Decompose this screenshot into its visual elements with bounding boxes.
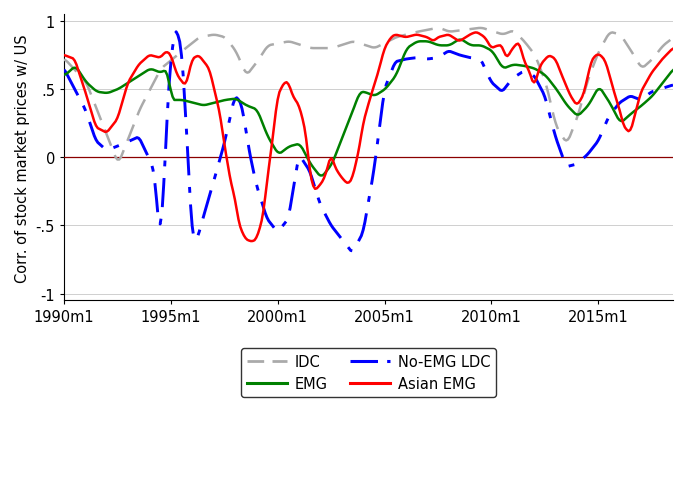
Legend: IDC, EMG, No-EMG LDC, Asian EMG: IDC, EMG, No-EMG LDC, Asian EMG bbox=[241, 348, 496, 397]
No-EMG LDC bbox=[172, 30, 180, 36]
IDC bbox=[478, 26, 486, 32]
No-EMG LDC bbox=[519, 70, 528, 76]
Asian EMG bbox=[585, 68, 594, 74]
IDC bbox=[147, 85, 155, 91]
Asian EMG bbox=[669, 47, 677, 53]
IDC bbox=[585, 74, 594, 80]
Line: EMG: EMG bbox=[64, 41, 673, 176]
EMG bbox=[455, 38, 464, 43]
Line: IDC: IDC bbox=[64, 29, 673, 160]
Line: Asian EMG: Asian EMG bbox=[64, 33, 673, 242]
IDC bbox=[669, 36, 677, 42]
IDC bbox=[235, 55, 243, 61]
No-EMG LDC bbox=[478, 61, 486, 67]
IDC bbox=[519, 39, 528, 44]
EMG bbox=[478, 44, 486, 50]
EMG bbox=[206, 102, 214, 107]
No-EMG LDC bbox=[585, 150, 594, 156]
IDC bbox=[114, 157, 122, 163]
EMG bbox=[316, 173, 325, 179]
No-EMG LDC bbox=[669, 83, 677, 89]
Asian EMG bbox=[247, 239, 255, 244]
Asian EMG bbox=[145, 54, 153, 60]
EMG bbox=[233, 97, 241, 103]
No-EMG LDC bbox=[235, 98, 243, 103]
No-EMG LDC bbox=[60, 68, 68, 74]
IDC bbox=[208, 33, 216, 39]
Y-axis label: Corr. of stock market prices w/ US: Corr. of stock market prices w/ US bbox=[15, 34, 30, 282]
EMG bbox=[60, 73, 68, 79]
IDC bbox=[60, 58, 68, 63]
EMG bbox=[585, 102, 594, 107]
Asian EMG bbox=[478, 34, 486, 40]
EMG bbox=[519, 64, 528, 70]
No-EMG LDC bbox=[208, 185, 216, 191]
Asian EMG bbox=[471, 30, 480, 36]
No-EMG LDC bbox=[348, 248, 356, 254]
IDC bbox=[477, 26, 485, 32]
Line: No-EMG LDC: No-EMG LDC bbox=[64, 33, 673, 251]
Asian EMG bbox=[519, 56, 528, 61]
EMG bbox=[669, 68, 677, 74]
Asian EMG bbox=[60, 53, 68, 59]
No-EMG LDC bbox=[145, 157, 153, 163]
EMG bbox=[145, 67, 153, 73]
Asian EMG bbox=[206, 70, 214, 76]
Asian EMG bbox=[233, 207, 241, 213]
